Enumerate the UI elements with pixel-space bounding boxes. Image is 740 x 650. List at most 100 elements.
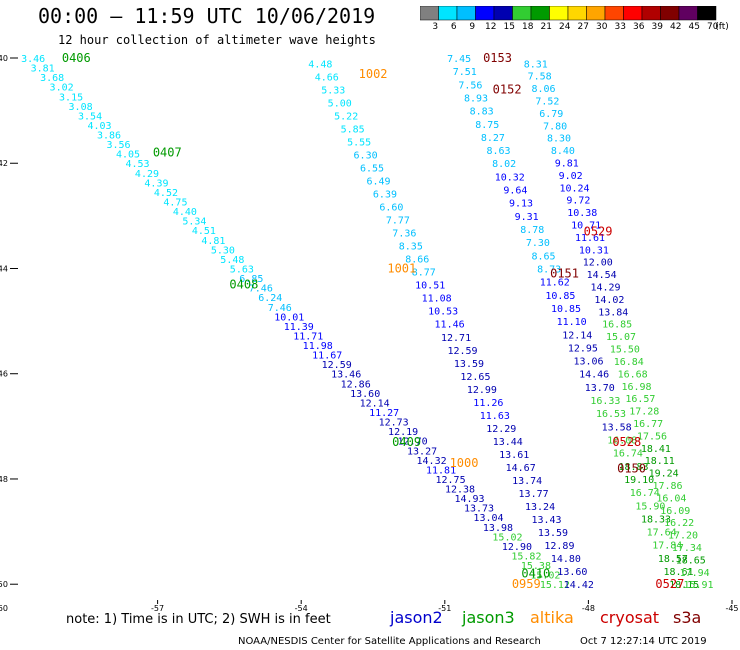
wave-height-point: 10.38 [567,208,597,219]
wave-height-point: 11.67 [312,351,342,362]
pass-time-label: 0410 [521,567,550,581]
wave-height-point: 12.71 [441,333,471,344]
wave-height-point: 15.82 [511,552,541,563]
wave-height-point: 3.02 [50,83,74,94]
color-scale-level: 45 [688,22,700,32]
wave-height-point: 14.32 [417,456,447,467]
wave-height-point: 3.86 [97,131,121,142]
wave-height-point: 16.68 [618,369,648,380]
wave-height-point: 8.93 [464,93,488,104]
y-tick-label: -50 [0,580,8,589]
color-scale-level: 24 [559,22,571,32]
wave-height-point: 17.28 [629,407,659,418]
wave-height-point: 6.49 [366,176,390,187]
wave-height-point: 7.30 [526,238,550,249]
wave-height-point: 12.00 [583,258,613,269]
legend-s3a: s3a [673,608,702,627]
footer-date: Oct 7 12:27:14 UTC 2019 [580,636,707,647]
wave-height-point: 8.65 [531,251,555,262]
wave-height-point: 13.27 [407,446,437,457]
wave-height-point: 7.77 [386,216,410,227]
x-tick-label: -57 [151,604,164,613]
wave-height-point: 12.65 [460,372,490,383]
color-scale-level: 15 [503,22,515,32]
note-text: note: 1) Time is in UTC; 2) SWH is in fe… [66,612,331,627]
wave-height-point: 12.19 [388,427,418,438]
wave-height-point: 12.59 [322,360,352,371]
color-scale-level: 6 [450,22,457,32]
wave-height-point: 17.56 [637,431,667,442]
wave-height-point: 16.04 [656,493,686,504]
wave-height-point: 12.59 [447,346,477,357]
x-tick-label: -54 [295,604,308,613]
wave-height-point: 13.58 [602,422,632,433]
wave-height-point: 13.43 [531,515,561,526]
color-scale-level: 21 [540,22,552,32]
wave-height-point: 13.59 [538,528,568,539]
pass-time-label: 0409 [392,435,421,449]
wave-height-point: 5.48 [220,255,244,266]
page-subtitle: 12 hour collection of altimeter wave hei… [58,33,376,47]
wave-height-point: 4.05 [116,150,140,161]
color-scale-level: 36 [633,22,645,32]
wave-height-point: 4.81 [201,236,225,247]
wave-height-point: 8.35 [399,242,423,253]
wave-height-point: 16.77 [633,419,663,430]
color-scale-bar [420,6,717,21]
pass-time-label: 0528 [612,435,641,449]
wave-height-point: 14.54 [587,270,617,281]
wave-height-point: 5.30 [211,245,235,256]
wave-height-point: 7.36 [392,229,416,240]
pass-time-label: 1001 [387,261,416,275]
pass-time-label: 0527 [655,577,684,591]
wave-height-point: 8.31 [524,59,548,70]
wave-height-point: 10.31 [579,245,609,256]
wave-height-point: 10.01 [274,312,304,323]
wave-height-point: 3.46 [21,54,45,65]
wave-height-point: 9.72 [566,196,590,207]
legend-altika: altika [530,608,574,627]
color-scale-labels: 3 6 9 12 15 18 21 24 27 30 33 36 39 42 45 70 (ft) [420,22,740,36]
color-scale-unit: (ft) [715,22,729,32]
wave-height-point: 13.73 [464,504,494,515]
wave-height-point: 8.77 [412,268,436,279]
wave-height-point: 8.06 [531,84,555,95]
wave-height-point: 13.70 [585,383,615,394]
wave-height-point: 3.54 [78,111,102,122]
wave-height-point: 12.95 [568,343,598,354]
wave-height-point: 15.91 [683,580,713,591]
wave-height-point: 5.33 [321,85,345,96]
wave-height-point: 12.89 [544,541,574,552]
color-scale-level: 9 [469,22,476,32]
wave-height-point: 7.45 [447,54,471,65]
y-tick-label: -44 [0,264,8,273]
wave-height-point: 13.77 [519,489,549,500]
wave-height-point: 11.39 [284,322,314,333]
wave-height-point: 12.14 [360,398,390,409]
wave-height-point: 7.80 [543,121,567,132]
wave-height-point: 11.27 [369,408,399,419]
color-scale-level: 39 [651,22,663,32]
wave-height-point: 13.60 [557,567,587,578]
wave-height-point: 6.60 [379,203,403,214]
wave-height-point: 14.02 [594,295,624,306]
wave-height-point: 6.24 [258,293,282,304]
wave-height-point: 8.66 [405,255,429,266]
pass-time-label: 1000 [450,456,479,470]
wave-height-point: 3.15 [59,92,83,103]
wave-height-point: 4.39 [144,178,168,189]
wave-height-point: 15.07 [606,332,636,343]
wave-height-point: 13.61 [499,450,529,461]
pass-time-label: 0406 [62,51,91,65]
wave-height-point: 12.90 [502,542,532,553]
pass-time-label: 0959 [512,577,541,591]
wave-height-point: 5.63 [230,264,254,275]
color-scale-level: 33 [614,22,626,32]
wave-height-point: 13.46 [331,370,361,381]
legend-cryosat: cryosat [600,608,660,627]
wave-height-point: 5.85 [341,124,365,135]
pass-time-label: 0153 [483,51,512,65]
wave-height-point: 7.46 [249,284,273,295]
wave-height-point: 3.68 [40,73,64,84]
wave-height-point: 17.64 [647,528,677,539]
